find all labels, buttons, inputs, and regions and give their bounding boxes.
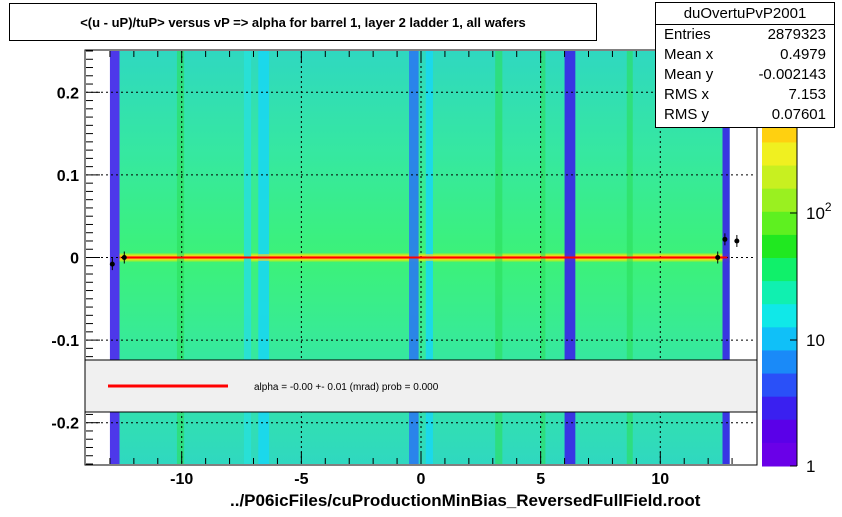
profile-point [109,261,115,267]
stats-row-mean-x: Mean x 0.4979 [656,45,834,65]
colorbar-step [762,188,797,213]
y-tick-label: 0 [70,251,79,268]
stats-label: RMS y [664,106,709,123]
y-tick-label: 0.2 [57,85,79,102]
colorbar-step [762,211,797,236]
x-tick-label: 0 [417,471,426,488]
colorbar-step [762,281,797,305]
stats-box: duOvertuPvP2001 Entries 2879323 Mean x 0.4… [655,2,835,128]
stats-value: 2879323 [767,26,826,43]
colorbar-label: 102 [806,200,832,223]
x-tick-label: -10 [170,471,193,488]
stats-value: 0.4979 [780,46,826,63]
colorbar-step [762,419,797,444]
colorbar-step [762,350,797,375]
profile-point [734,238,740,244]
profile-point [121,255,127,260]
chart-title: <(u - uP)/tuP> versus vP => alpha for ba… [9,3,597,41]
colorbar-step [762,165,797,190]
stats-value: 0.07601 [771,106,826,123]
x-axis-title: ../P06icFiles/cuProductionMinBias_Revers… [230,491,701,510]
colorbar-label: 1 [806,457,815,476]
y-tick-label: 0.1 [57,168,79,185]
colorbar-step [762,396,797,421]
stats-label: Mean x [664,46,714,63]
stats-value: -0.002143 [758,66,826,83]
colorbar-step [762,327,797,351]
stats-label: Entries [664,26,711,43]
colorbar-step [762,142,797,167]
y-tick-label: -0.2 [51,416,79,433]
stats-row-entries: Entries 2879323 [656,25,834,45]
colorbar-step [762,234,797,259]
colorbar-step [762,442,797,467]
profile-point [722,236,728,242]
x-tick-label: 5 [536,471,545,488]
stats-row-rms-y: RMS y 0.07601 [656,105,834,125]
stats-label: Mean y [664,66,714,83]
stats-row-mean-y: Mean y -0.002143 [656,65,834,85]
fit-legend-text: alpha = -0.00 +- 0.01 (mrad) prob = 0.00… [254,382,439,393]
stats-label: RMS x [664,86,709,103]
x-tick-label: -5 [294,471,308,488]
stripe-left-edge [109,51,120,464]
x-tick-label: 10 [651,471,669,488]
stats-value: 7.153 [788,86,826,103]
colorbar-step [762,258,797,282]
profile-point [715,255,721,260]
colorbar-step [762,304,797,328]
y-tick-label: -0.1 [51,333,79,350]
stats-row-rms-x: RMS x 7.153 [656,85,834,105]
colorbar-label: 10 [806,331,825,350]
colorbar-step [762,373,797,398]
stats-name: duOvertuPvP2001 [656,3,834,25]
